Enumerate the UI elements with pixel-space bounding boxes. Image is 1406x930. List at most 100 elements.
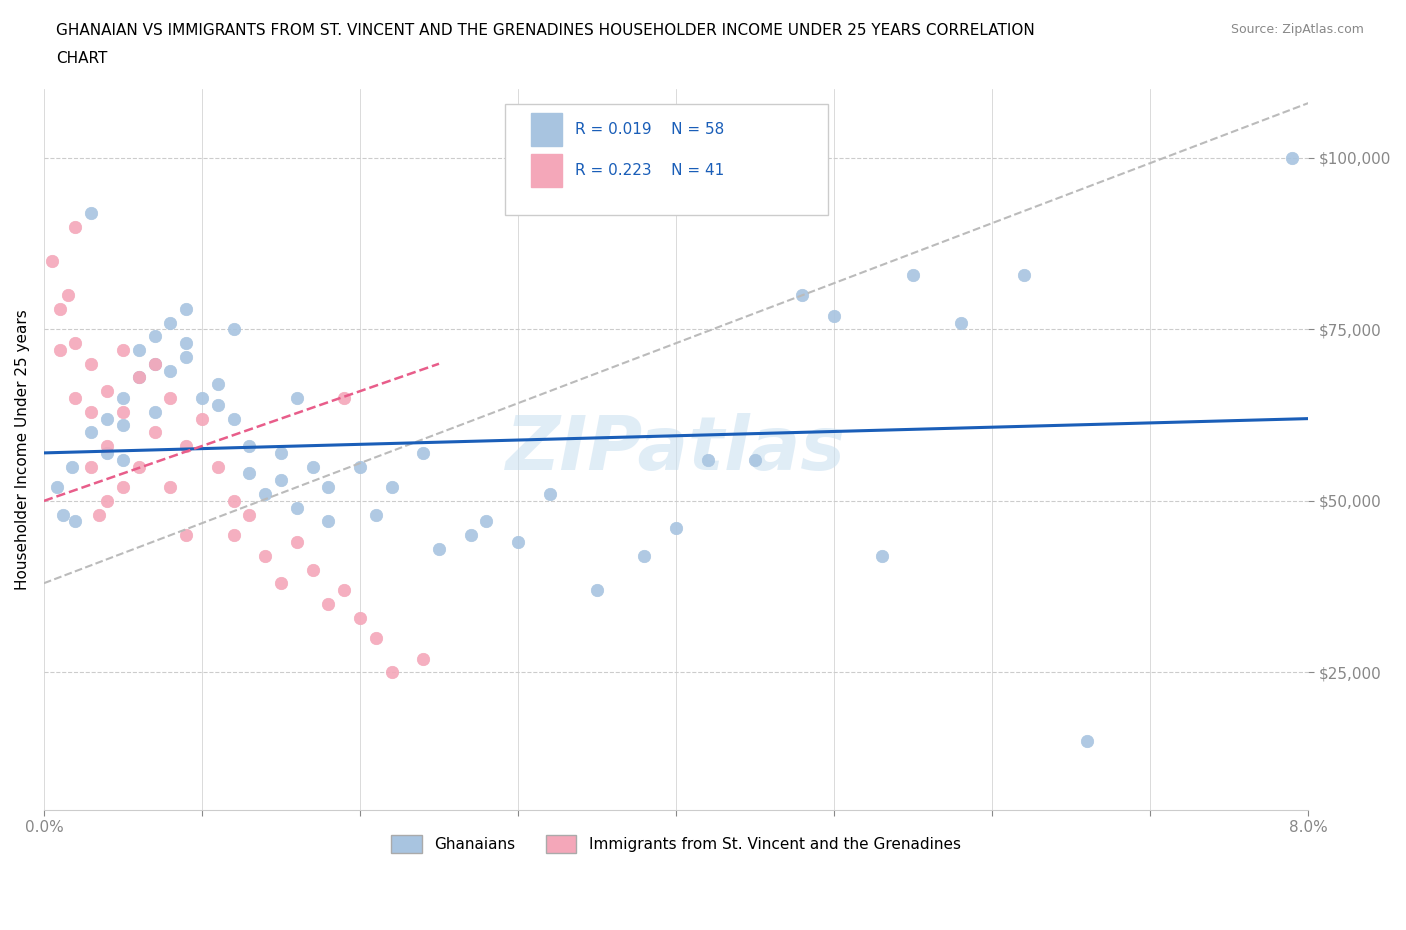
Point: [65, 219, 87, 234]
Point: [381, 480, 404, 495]
Point: [143, 405, 166, 419]
Point: [301, 459, 323, 474]
Point: [238, 439, 260, 454]
Point: [792, 287, 814, 302]
Point: [48, 301, 70, 316]
Bar: [530, 113, 562, 146]
Point: [96, 445, 118, 460]
Point: [65, 514, 87, 529]
Y-axis label: Householder Income Under 25 years: Householder Income Under 25 years: [15, 309, 30, 590]
Point: [744, 452, 766, 467]
Point: [665, 521, 688, 536]
Point: [159, 315, 181, 330]
Point: [96, 494, 118, 509]
Point: [111, 391, 134, 405]
Point: [48, 342, 70, 357]
Point: [128, 370, 150, 385]
Point: [222, 494, 245, 509]
Point: [349, 459, 371, 474]
Point: [96, 439, 118, 454]
Point: [586, 582, 609, 597]
Point: [80, 356, 103, 371]
Point: [80, 425, 103, 440]
Point: [318, 514, 340, 529]
Point: [222, 322, 245, 337]
Point: [285, 391, 308, 405]
Point: [159, 480, 181, 495]
Point: [364, 631, 387, 645]
Point: [238, 466, 260, 481]
Point: [222, 527, 245, 542]
Point: [41, 253, 63, 268]
Point: [80, 206, 103, 220]
Point: [111, 452, 134, 467]
Point: [427, 541, 450, 556]
Point: [128, 370, 150, 385]
Point: [159, 391, 181, 405]
Point: [538, 486, 561, 501]
Point: [254, 549, 277, 564]
Point: [475, 514, 498, 529]
Point: [80, 405, 103, 419]
Point: [318, 480, 340, 495]
Point: [56, 287, 79, 302]
FancyBboxPatch shape: [505, 104, 828, 216]
Point: [333, 582, 356, 597]
Point: [45, 480, 67, 495]
Point: [89, 507, 111, 522]
Point: [80, 459, 103, 474]
Point: [349, 610, 371, 625]
Point: [174, 336, 197, 351]
Point: [949, 315, 972, 330]
Point: [60, 459, 83, 474]
Point: [96, 411, 118, 426]
Point: [285, 535, 308, 550]
Point: [254, 486, 277, 501]
Point: [633, 549, 655, 564]
Point: [1281, 151, 1303, 166]
Text: R = 0.019    N = 58: R = 0.019 N = 58: [575, 122, 724, 138]
Point: [412, 445, 434, 460]
Point: [506, 535, 529, 550]
Point: [318, 596, 340, 611]
Point: [696, 452, 718, 467]
Point: [1076, 734, 1098, 749]
Point: [270, 445, 292, 460]
Point: [174, 350, 197, 365]
Point: [111, 405, 134, 419]
Point: [111, 342, 134, 357]
Point: [96, 384, 118, 399]
Text: R = 0.223    N = 41: R = 0.223 N = 41: [575, 164, 724, 179]
Point: [270, 576, 292, 591]
Point: [870, 549, 893, 564]
Point: [238, 507, 260, 522]
Point: [111, 480, 134, 495]
Text: GHANAIAN VS IMMIGRANTS FROM ST. VINCENT AND THE GRENADINES HOUSEHOLDER INCOME UN: GHANAIAN VS IMMIGRANTS FROM ST. VINCENT …: [56, 23, 1035, 38]
Point: [143, 356, 166, 371]
Point: [128, 459, 150, 474]
Point: [222, 411, 245, 426]
Point: [174, 439, 197, 454]
Point: [901, 267, 924, 282]
Point: [143, 329, 166, 344]
Legend: Ghanaians, Immigrants from St. Vincent and the Grenadines: Ghanaians, Immigrants from St. Vincent a…: [385, 829, 967, 859]
Point: [52, 507, 75, 522]
Point: [301, 562, 323, 577]
Point: [174, 527, 197, 542]
Point: [143, 425, 166, 440]
Point: [191, 411, 214, 426]
Point: [207, 377, 229, 392]
Point: [143, 356, 166, 371]
Point: [128, 342, 150, 357]
Point: [191, 391, 214, 405]
Point: [823, 308, 845, 323]
Point: [270, 472, 292, 487]
Point: [111, 418, 134, 432]
Point: [174, 301, 197, 316]
Bar: [530, 154, 562, 187]
Point: [1012, 267, 1035, 282]
Point: [207, 459, 229, 474]
Point: [65, 391, 87, 405]
Text: Source: ZipAtlas.com: Source: ZipAtlas.com: [1230, 23, 1364, 36]
Point: [207, 397, 229, 412]
